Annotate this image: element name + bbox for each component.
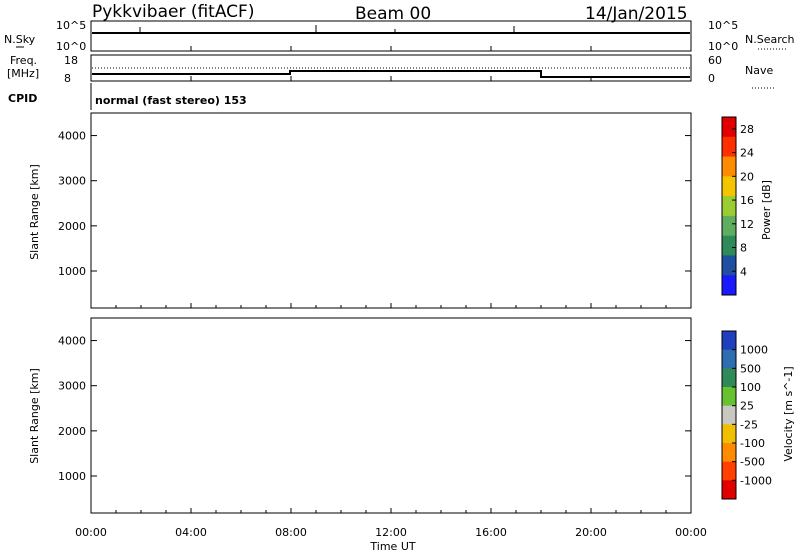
y-tick-label: 1000: [58, 470, 86, 483]
colorbar-tick-label: 100: [740, 381, 761, 394]
y-tick-label: 4000: [58, 335, 86, 348]
colorbar-segment: [722, 405, 736, 425]
velocity-y-axis: 1000 2000 3000 4000: [58, 335, 691, 483]
freq-panel: Freq. [MHz] 18 8 60 0 Nave: [7, 54, 775, 89]
x-tick-label: 12:00: [375, 526, 407, 539]
y-tick-label: 2000: [58, 425, 86, 438]
colorbar-segment: [722, 235, 736, 256]
colorbar-tick-label: -25: [740, 418, 758, 431]
colorbar-segment: [722, 255, 736, 276]
noise-left-tick-top: 10^5: [56, 19, 86, 32]
colorbar-tick-label: 12: [740, 218, 754, 231]
x-axis-label: Time UT: [369, 540, 415, 553]
power-y-axis: 1000 2000 3000 4000: [58, 130, 691, 278]
velocity-panel-bg: [91, 318, 691, 513]
freq-label-2: [MHz]: [7, 67, 39, 80]
power-colorbar: 4 8 12 16 20 24 28: [721, 116, 754, 296]
colorbar-segment: [722, 215, 736, 237]
x-tick-label: 00:00: [675, 526, 707, 539]
x-tick-label: 08:00: [275, 526, 307, 539]
colorbar-segment: [722, 176, 736, 197]
noise-panel: N.Sky 10^5 10^0 10^5 10^0 N.Search: [4, 19, 795, 53]
colorbar-segment: [722, 387, 736, 407]
y-tick-label: 3000: [58, 380, 86, 393]
colorbar-tick-label: 500: [740, 362, 761, 375]
colorbar-tick-label: 20: [740, 170, 754, 183]
power-panel-bg: [91, 113, 691, 308]
y-tick-label: 4000: [58, 130, 86, 143]
colorbar-segment: [722, 136, 736, 158]
y-tick-label: 1000: [58, 265, 86, 278]
colorbar-segment: [722, 349, 736, 369]
colorbar-tick-label: 8: [740, 242, 747, 255]
noise-left-label: N.Sky: [4, 33, 36, 46]
colorbar-segment: [722, 424, 736, 444]
nave-tick-top: 60: [708, 54, 722, 67]
cpid-label: CPID: [8, 92, 37, 105]
freq-tick-top: 18: [64, 54, 78, 67]
colorbar-tick-label: 1000: [740, 344, 768, 357]
x-tick-label: 04:00: [175, 526, 207, 539]
power-panel: 1000 2000 3000 4000 Slant Range [km]: [28, 112, 692, 309]
colorbar-tick-label: -100: [740, 437, 765, 450]
colorbar-tick-label: -500: [740, 456, 765, 469]
noise-right-tick-top: 10^5: [708, 19, 738, 32]
colorbar-frame: [721, 330, 737, 500]
x-tick-label: 16:00: [475, 526, 507, 539]
freq-line: [92, 70, 690, 78]
velocity-y-label: Slant Range [km]: [28, 368, 41, 464]
x-tick-label: 20:00: [575, 526, 607, 539]
colorbar-frame: [721, 116, 737, 296]
power-colorbar-label: Power [dB]: [760, 180, 773, 240]
velocity-panel: 1000 2000 3000 4000 Slant Range [km]: [28, 317, 692, 514]
colorbar-tick-label: 16: [740, 194, 754, 207]
freq-label-1: Freq.: [10, 54, 37, 67]
colorbar-segment: [722, 275, 736, 296]
colorbar-segment: [722, 368, 736, 388]
y-tick-label: 3000: [58, 175, 86, 188]
x-tick-label: 00:00: [75, 526, 107, 539]
nave-label: Nave: [745, 64, 773, 77]
freq-tick-bottom: 8: [64, 72, 71, 85]
power-y-label: Slant Range [km]: [28, 164, 41, 260]
colorbar-tick-label: 28: [740, 123, 754, 136]
beam-title: Beam 00: [355, 4, 431, 24]
colorbar-tick-label: -1000: [740, 474, 772, 487]
colorbar-segment: [722, 461, 736, 481]
colorbar-tick-label: 4: [740, 265, 747, 278]
velocity-colorbar: 1000 500 100 25 -25 -100 -500 -1000: [721, 330, 772, 500]
noise-right-tick-bottom: 10^0: [708, 40, 738, 53]
colorbar-segment: [722, 156, 736, 177]
date-title: 14/Jan/2015: [585, 4, 688, 24]
y-tick-label: 2000: [58, 220, 86, 233]
cpid-text: normal (fast stereo) 153: [95, 94, 247, 107]
x-axis: 00:00 04:00 08:00 12:00 16:00 20:00 00:00: [75, 46, 707, 539]
colorbar-tick-label: 24: [740, 147, 754, 160]
nave-tick-bottom: 0: [708, 72, 715, 85]
station-title: Pykkvibaer (fitACF): [92, 2, 254, 22]
colorbar-segment: [722, 196, 736, 217]
colorbar-segment: [722, 443, 736, 463]
colorbar-segment: [722, 331, 736, 351]
noise-left-tick-bottom: 10^0: [56, 40, 86, 53]
velocity-colorbar-label: Velocity [m s^-1]: [782, 366, 795, 461]
colorbar-segment: [722, 480, 736, 500]
noise-right-label: N.Search: [745, 33, 795, 46]
colorbar-tick-label: 25: [740, 400, 754, 413]
colorbar-segment: [722, 117, 736, 138]
